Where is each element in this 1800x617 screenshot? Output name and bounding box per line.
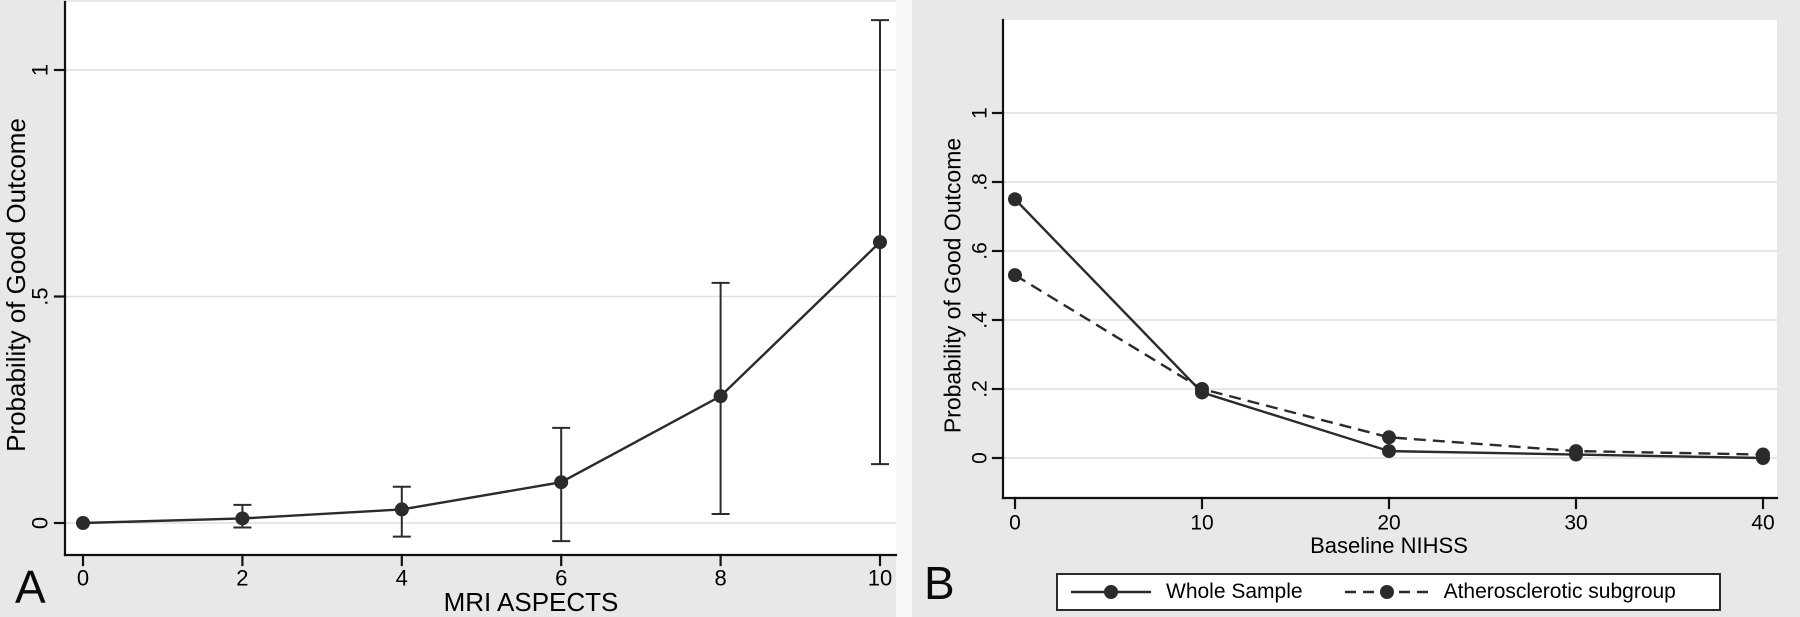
panel-b-letter: B [924, 557, 955, 609]
panel-divider [896, 0, 912, 617]
data-point [1569, 444, 1583, 459]
panel-b-x-axis-title: Baseline NIHSS [1310, 533, 1468, 558]
x-tick-label: 10 [868, 566, 892, 591]
y-tick-label: .4 [969, 311, 992, 329]
y-tick-label: .2 [969, 380, 992, 398]
data-point [1382, 444, 1396, 459]
legend-item-atherosclerotic-subgroup: Atherosclerotic subgroup [1344, 580, 1676, 604]
panel-b-y-axis-title: Probability of Good Outcome [939, 137, 966, 434]
data-point [1195, 382, 1209, 396]
x-tick-label: 10 [1190, 512, 1213, 535]
x-tick-label: 8 [714, 566, 726, 591]
data-point [1008, 192, 1022, 207]
series-atherosclerotic-subgroup [1008, 268, 1770, 462]
panel-a-y-axis-title: Probability of Good Outcome [1, 118, 31, 452]
data-point [554, 475, 569, 490]
x-tick-label: 4 [396, 566, 408, 591]
data-point [235, 511, 250, 526]
panel-a-letter: A [15, 561, 46, 613]
y-tick-label: .5 [28, 287, 53, 305]
x-tick-label: 2 [236, 566, 248, 591]
data-point [394, 502, 409, 517]
plot-area [65, 2, 896, 555]
series-probability-of-good-outcome [76, 19, 889, 543]
data-point [713, 389, 728, 404]
data-point [1382, 430, 1396, 445]
y-tick-label: 1 [969, 107, 992, 119]
x-tick-label: 0 [1009, 512, 1021, 535]
dashed-line-circle-swatch [1344, 585, 1429, 599]
probability-of-good-outcome-line [82, 241, 881, 525]
data-point [1008, 268, 1022, 283]
solid-line-circle-swatch [1071, 585, 1151, 599]
legend: Whole Sample Atherosclerotic subgroup [1056, 573, 1721, 611]
x-tick-label: 40 [1751, 512, 1774, 535]
y-tick-label: 0 [28, 517, 53, 529]
y-tick-label: 1 [28, 64, 53, 76]
gridlines [65, 69, 896, 524]
x-tick-label: 20 [1377, 512, 1400, 535]
plot-area [1003, 20, 1777, 498]
data-point [873, 235, 887, 250]
y-tick-label: 0 [969, 452, 992, 464]
legend-item-whole-sample: Whole Sample [1071, 580, 1303, 604]
axes [53, 0, 898, 567]
tick-labels: 0.2.4.6.810 10 20 30 40 [969, 107, 1775, 534]
axes [991, 18, 1779, 510]
data-point [1756, 447, 1770, 462]
x-tick-label: 0 [77, 566, 89, 591]
tick-labels: 0.510 2 4 6 8 10 [28, 64, 893, 591]
x-tick-label: 6 [555, 566, 567, 591]
y-tick-label: .8 [969, 173, 992, 191]
x-tick-label: 30 [1564, 512, 1587, 535]
panel-a-x-axis-title: MRI ASPECTS [443, 587, 619, 617]
y-tick-label: .6 [969, 242, 992, 260]
legend-label-atherosclerotic-subgroup: Atherosclerotic subgroup [1443, 580, 1676, 603]
legend-label-whole-sample: Whole Sample [1166, 580, 1303, 603]
data-point [76, 516, 90, 530]
